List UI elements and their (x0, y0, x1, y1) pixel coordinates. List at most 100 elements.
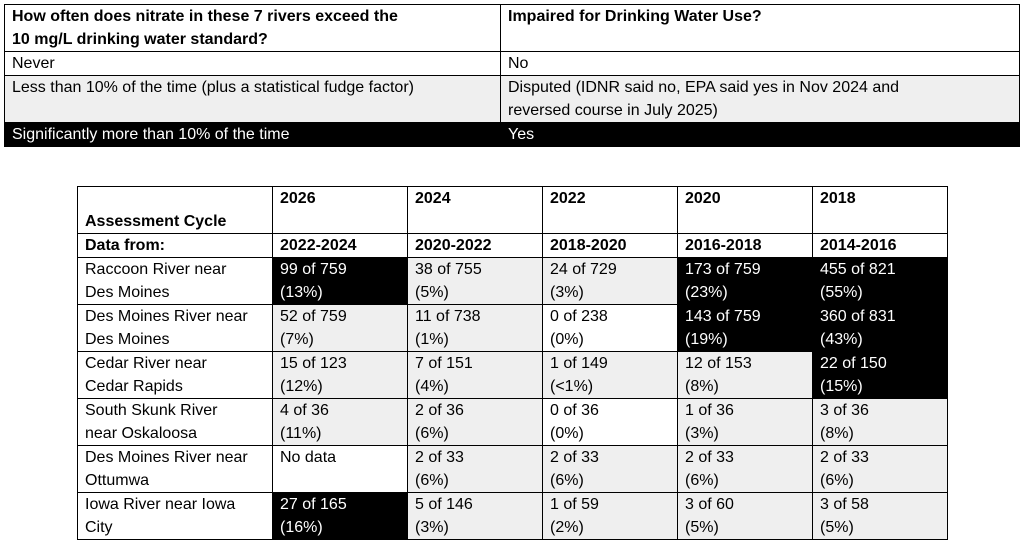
assessment-table: Assessment Cycle 2026 2024 2022 2020 201… (77, 186, 948, 540)
exceedance-count: 360 of 831 (820, 308, 896, 325)
exceedance-percent: (12%) (280, 378, 323, 395)
exceedance-percent: (16%) (280, 519, 323, 536)
river-name-line2: near Oskaloosa (85, 425, 198, 442)
exceedance-count: 2 of 33 (415, 449, 464, 466)
data-from-label: Data from: (77, 233, 273, 258)
exceedance-percent: (13%) (280, 284, 323, 301)
data-from-range: 2020-2022 (407, 233, 543, 258)
exceedance-count: 1 of 36 (685, 402, 734, 419)
exceedance-percent: (5%) (685, 519, 719, 536)
table-row: South Skunk River near Oskaloosa 4 of 36 (1… (77, 398, 948, 446)
exceedance-percent: (6%) (415, 472, 449, 489)
exceedance-cell: 2 of 33 (6%) (407, 445, 543, 493)
exceedance-count: 52 of 759 (280, 308, 347, 325)
exceedance-count: 173 of 759 (685, 261, 761, 278)
exceedance-count: 1 of 149 (550, 355, 608, 372)
exceedance-count: 2 of 33 (685, 449, 734, 466)
exceedance-percent: (8%) (685, 378, 719, 395)
exceedance-percent: (6%) (685, 472, 719, 489)
exceedance-cell: 1 of 59 (2%) (542, 492, 678, 540)
exceedance-cell: 3 of 60 (5%) (677, 492, 813, 540)
cycle-year: 2020 (677, 186, 813, 234)
exceedance-cell: 360 of 831 (43%) (812, 304, 948, 352)
exceedance-percent: (0%) (550, 425, 584, 442)
exceedance-cell: 455 of 821 (55%) (812, 257, 948, 305)
data-from-range: 2014-2016 (812, 233, 948, 258)
exceedance-cell: 12 of 153 (8%) (677, 351, 813, 399)
exceedance-percent: (7%) (280, 331, 314, 348)
exceedance-percent: (15%) (820, 378, 863, 395)
exceedance-count: 24 of 729 (550, 261, 617, 278)
exceedance-percent: (3%) (685, 425, 719, 442)
exceedance-percent: (<1%) (550, 378, 594, 395)
exceedance-cell: 52 of 759 (7%) (272, 304, 408, 352)
legend-impaired: No (500, 51, 1020, 76)
exceedance-cell: 11 of 738 (1%) (407, 304, 543, 352)
river-name-line1: Des Moines River near (85, 308, 248, 325)
table-row: Iowa River near Iowa City 27 of 165 (16%) 5 … (77, 492, 948, 540)
exceedance-cell: 3 of 36 (8%) (812, 398, 948, 446)
legend-table: How often does nitrate in these 7 rivers… (4, 4, 1020, 147)
exceedance-count: 1 of 59 (550, 496, 599, 513)
table-row: Des Moines River near Des Moines 52 of 759… (77, 304, 948, 352)
exceedance-percent: (6%) (820, 472, 854, 489)
exceedance-cell: 5 of 146 (3%) (407, 492, 543, 540)
exceedance-percent: (43%) (820, 331, 863, 348)
exceedance-percent: (0%) (550, 331, 584, 348)
exceedance-cell: No data (272, 445, 408, 493)
exceedance-percent: (11%) (280, 425, 322, 442)
river-name-line2: Cedar Rapids (85, 378, 183, 395)
river-name-line1: South Skunk River (85, 402, 218, 419)
table-row: Raccoon River near Des Moines 99 of 759 (13… (77, 257, 948, 305)
river-name: Iowa River near Iowa City (77, 492, 273, 540)
exceedance-cell: 1 of 36 (3%) (677, 398, 813, 446)
legend-frequency: Less than 10% of the time (plus a statis… (4, 75, 501, 123)
exceedance-count: 22 of 150 (820, 355, 887, 372)
exceedance-percent: (2%) (550, 519, 584, 536)
exceedance-cell: 38 of 755 (5%) (407, 257, 543, 305)
river-name: Cedar River near Cedar Rapids (77, 351, 273, 399)
exceedance-count: 2 of 33 (820, 449, 869, 466)
table-row: Des Moines River near Ottumwa No data 2 of … (77, 445, 948, 493)
exceedance-cell: 2 of 36 (6%) (407, 398, 543, 446)
exceedance-percent: (6%) (415, 425, 449, 442)
exceedance-count: 3 of 58 (820, 496, 869, 513)
river-name: Des Moines River near Des Moines (77, 304, 273, 352)
exceedance-count: 455 of 821 (820, 261, 896, 278)
legend-header-frequency: How often does nitrate in these 7 rivers… (4, 4, 501, 52)
river-name-line1: Cedar River near (85, 355, 207, 372)
cycle-year: 2022 (542, 186, 678, 234)
exceedance-count: 2 of 36 (415, 402, 464, 419)
data-from-row: Data from: 2022-2024 2020-2022 2018-2020… (77, 233, 948, 258)
river-name-line2: City (85, 519, 113, 536)
exceedance-cell: 3 of 58 (5%) (812, 492, 948, 540)
exceedance-percent: (3%) (550, 284, 584, 301)
legend-header-row: How often does nitrate in these 7 rivers… (4, 4, 1020, 52)
exceedance-cell: 22 of 150 (15%) (812, 351, 948, 399)
legend-row-never: Never No (4, 51, 1020, 76)
cycle-header-row: Assessment Cycle 2026 2024 2022 2020 201… (77, 186, 948, 234)
exceedance-cell: 99 of 759 (13%) (272, 257, 408, 305)
exceedance-count: 12 of 153 (685, 355, 752, 372)
assessment-cycle-label: Assessment Cycle (77, 186, 273, 234)
exceedance-cell: 143 of 759 (19%) (677, 304, 813, 352)
exceedance-count: 27 of 165 (280, 496, 347, 513)
river-name-line2: Des Moines (85, 284, 170, 301)
exceedance-count: 143 of 759 (685, 308, 761, 325)
river-name: Des Moines River near Ottumwa (77, 445, 273, 493)
exceedance-count: 7 of 151 (415, 355, 473, 372)
legend-row-disputed: Less than 10% of the time (plus a statis… (4, 75, 1020, 123)
table-row: Cedar River near Cedar Rapids 15 of 123 (12… (77, 351, 948, 399)
exceedance-cell: 2 of 33 (6%) (542, 445, 678, 493)
exceedance-percent: (1%) (415, 331, 449, 348)
exceedance-count: 4 of 36 (280, 402, 329, 419)
exceedance-percent: (19%) (685, 331, 728, 348)
exceedance-percent: (3%) (415, 519, 449, 536)
legend-impaired: Disputed (IDNR said no, EPA said yes in … (500, 75, 1020, 123)
exceedance-cell: 27 of 165 (16%) (272, 492, 408, 540)
data-from-range: 2018-2020 (542, 233, 678, 258)
exceedance-cell: 2 of 33 (6%) (812, 445, 948, 493)
exceedance-count: 2 of 33 (550, 449, 599, 466)
legend-frequency: Never (4, 51, 501, 76)
exceedance-cell: 2 of 33 (6%) (677, 445, 813, 493)
